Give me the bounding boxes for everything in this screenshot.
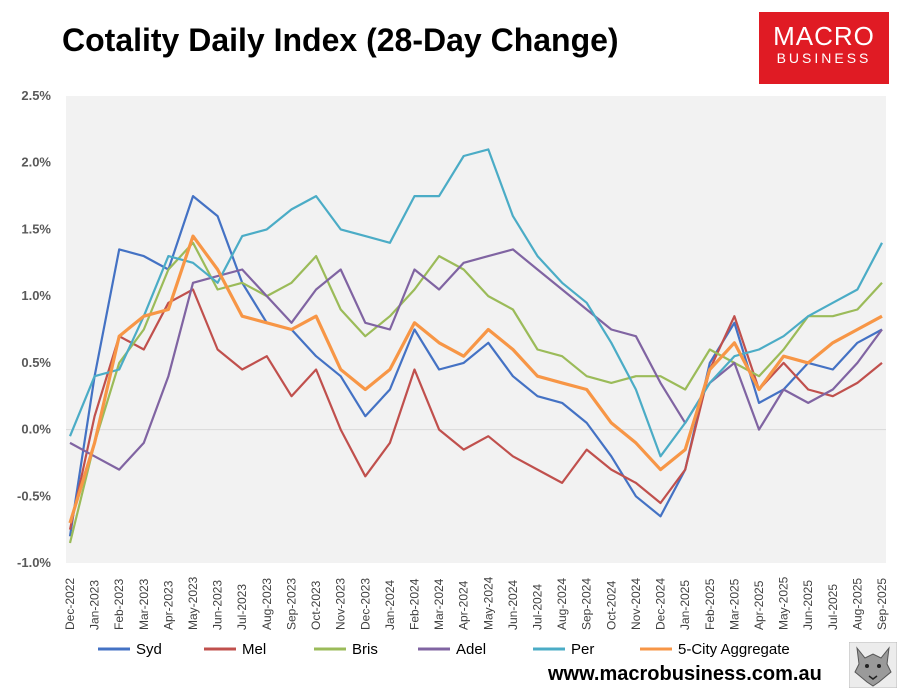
x-tick-label: May-2024 — [481, 576, 495, 630]
x-tick-label: Jan-2023 — [88, 580, 102, 630]
x-tick-label: Apr-2024 — [457, 580, 471, 630]
x-tick-label: Sep-2025 — [875, 578, 889, 630]
y-tick-label: 2.0% — [21, 155, 51, 170]
series-line-5-city-aggregate — [68, 234, 883, 524]
x-tick-label: Jun-2025 — [801, 580, 815, 630]
x-tick-label: Sep-2023 — [284, 578, 298, 630]
y-tick-label: -1.0% — [17, 555, 51, 570]
x-tick-label: Dec-2024 — [654, 578, 668, 630]
x-tick-label: Jan-2025 — [678, 580, 692, 630]
x-tick-label: Aug-2023 — [260, 578, 274, 630]
x-tick-label: Feb-2024 — [407, 578, 421, 630]
x-tick-label: Aug-2025 — [850, 578, 864, 630]
website-url: www.macrobusiness.com.au — [548, 663, 822, 685]
x-tick-label: Jul-2023 — [235, 584, 249, 630]
x-tick-label: Jul-2024 — [531, 584, 545, 630]
legend-label: 5-City Aggregate — [678, 641, 790, 658]
x-tick-label: Feb-2023 — [112, 578, 126, 630]
x-tick-label: Feb-2025 — [703, 578, 717, 630]
legend: Syd Mel Bris Adel Per 5-City Aggregate — [98, 641, 790, 658]
series-line-adel — [69, 248, 883, 471]
y-tick-label: 0.5% — [21, 355, 51, 370]
logo-line-1: MACRO — [773, 21, 875, 51]
x-tick-label: Nov-2024 — [629, 578, 643, 630]
x-axis: Dec-2022 Jan-2023 Feb-2023 Mar-2023 Apr-2023… — [63, 576, 889, 630]
legend-label: Syd — [136, 641, 162, 658]
y-tick-label: -0.5% — [17, 488, 51, 503]
legend-label: Adel — [456, 641, 486, 658]
x-tick-label: Sep-2024 — [580, 578, 594, 630]
x-tick-label: Dec-2023 — [358, 578, 372, 630]
x-tick-label: Oct-2024 — [604, 580, 618, 630]
series-line-per — [68, 148, 883, 458]
series-lines — [68, 148, 883, 544]
x-tick-label: Mar-2024 — [432, 578, 446, 630]
wolf-mascot-icon — [849, 642, 897, 688]
y-axis: -1.0% -0.5% 0.0% 0.5% 1.0% 1.5% 2.0% 2.5% — [17, 88, 51, 570]
y-tick-label: 1.5% — [21, 221, 51, 236]
x-tick-label: Apr-2023 — [161, 580, 175, 630]
y-tick-label: 0.0% — [21, 422, 51, 437]
y-tick-label: 1.0% — [21, 288, 51, 303]
x-tick-label: Jun-2024 — [506, 580, 520, 630]
x-tick-label: Nov-2023 — [334, 578, 348, 630]
y-tick-label: 2.5% — [21, 88, 51, 103]
x-tick-label: Oct-2023 — [309, 580, 323, 630]
x-tick-label: Mar-2025 — [727, 578, 741, 630]
chart-title: Cotality Daily Index (28-Day Change) — [62, 22, 619, 58]
x-tick-label: Apr-2025 — [752, 580, 766, 630]
legend-label: Bris — [352, 641, 378, 658]
legend-label: Per — [571, 641, 594, 658]
x-tick-label: Jan-2024 — [383, 580, 397, 630]
x-tick-label: Jun-2023 — [211, 580, 225, 630]
legend-label: Mel — [242, 641, 266, 658]
x-tick-label: Dec-2022 — [63, 578, 77, 630]
logo-line-2: BUSINESS — [776, 50, 872, 66]
x-tick-label: May-2025 — [777, 576, 791, 630]
x-tick-label: Jul-2025 — [826, 584, 840, 630]
plot-area — [66, 96, 886, 563]
x-tick-label: Aug-2024 — [555, 578, 569, 630]
x-tick-label: May-2023 — [186, 576, 200, 630]
x-tick-label: Mar-2023 — [137, 578, 151, 630]
macrobusiness-logo: MACRO BUSINESS — [759, 12, 889, 84]
